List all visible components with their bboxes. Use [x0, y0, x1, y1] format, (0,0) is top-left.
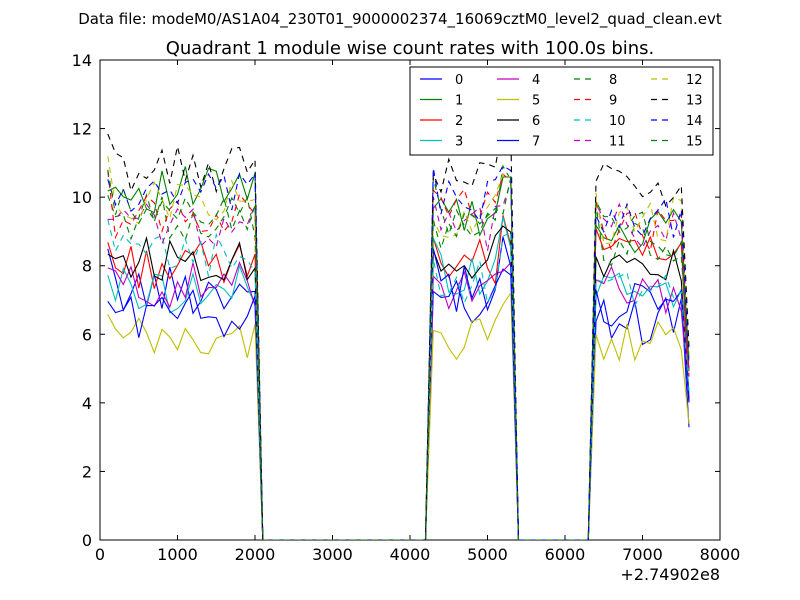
series-line-15 — [107, 169, 690, 540]
x-tick-label: 8000 — [700, 545, 741, 564]
y-tick-label: 12 — [72, 120, 92, 139]
x-tick-label: 4000 — [390, 545, 431, 564]
legend-label-11: 11 — [609, 135, 626, 150]
x-tick-label: 5000 — [467, 545, 508, 564]
legend-label-15: 15 — [686, 135, 703, 150]
legend-label-5: 5 — [532, 94, 540, 109]
legend-label-4: 4 — [532, 73, 540, 88]
series-line-12 — [107, 156, 690, 540]
legend-label-10: 10 — [609, 114, 626, 129]
y-tick-label: 14 — [72, 51, 92, 70]
axes: 0 1000 2000 3000 4000 5000 6000 7000 80000246810… — [72, 51, 741, 564]
x-tick-label: 0 — [95, 545, 105, 564]
legend-label-13: 13 — [686, 94, 703, 109]
series-line-3 — [107, 216, 690, 540]
legend-label-8: 8 — [609, 73, 617, 88]
suptitle: Data file: modeM0/AS1A04_230T01_90000023… — [78, 10, 722, 29]
x-tick-label: 7000 — [622, 545, 663, 564]
y-tick-label: 8 — [82, 257, 92, 276]
x-tick-label: 2000 — [235, 545, 276, 564]
legend-label-14: 14 — [686, 114, 703, 129]
legend-label-2: 2 — [455, 114, 463, 129]
x-tick-label: 6000 — [545, 545, 586, 564]
legend-label-9: 9 — [609, 94, 617, 109]
y-tick-label: 10 — [72, 188, 92, 207]
y-tick-label: 4 — [82, 394, 92, 413]
series-line-6 — [107, 225, 690, 540]
series-line-7 — [107, 236, 690, 540]
chart-title: Quadrant 1 module wise count rates with … — [166, 38, 655, 59]
series-line-10 — [107, 219, 690, 540]
legend-label-7: 7 — [532, 135, 540, 150]
series-line-13 — [107, 120, 690, 540]
legend-label-1: 1 — [455, 94, 463, 109]
x-tick-label: 1000 — [157, 545, 198, 564]
y-tick-label: 2 — [82, 462, 92, 481]
y-tick-label: 0 — [82, 531, 92, 550]
series-layer — [107, 120, 690, 540]
legend-label-12: 12 — [686, 73, 703, 88]
series-line-0 — [107, 248, 690, 540]
y-tick-label: 6 — [82, 325, 92, 344]
series-line-5 — [107, 291, 690, 540]
x-tick-label: 3000 — [312, 545, 353, 564]
series-line-4 — [107, 260, 690, 540]
legend-label-0: 0 — [455, 73, 463, 88]
series-line-9 — [107, 171, 690, 540]
legend-label-3: 3 — [455, 135, 463, 150]
x-offset-label: +2.74902e8 — [620, 565, 720, 584]
series-line-2 — [107, 215, 690, 540]
legend-label-6: 6 — [532, 114, 540, 129]
